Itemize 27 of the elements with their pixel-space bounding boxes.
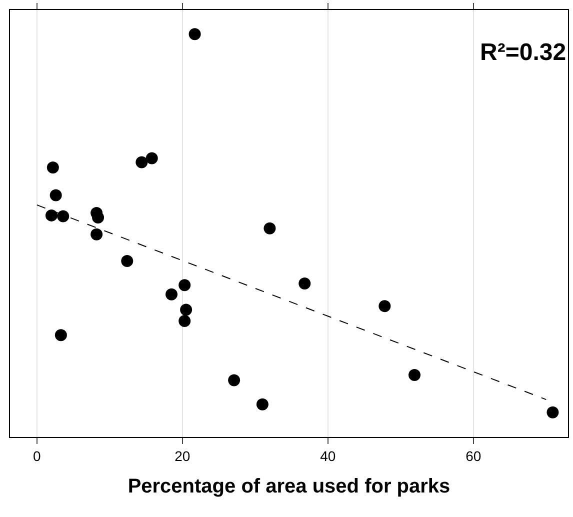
x-tick-label: 20: [174, 448, 190, 464]
point: [188, 28, 201, 40]
point: [54, 329, 67, 342]
x-tick-label: 60: [466, 448, 482, 464]
point: [378, 300, 391, 312]
point: [136, 156, 148, 168]
point: [264, 222, 276, 234]
point: [298, 278, 311, 290]
x-tick-label: 40: [320, 448, 336, 464]
point: [408, 368, 420, 381]
point: [166, 288, 178, 300]
point: [46, 162, 59, 174]
x-tick-label: 0: [33, 448, 42, 464]
point: [146, 152, 158, 164]
point: [180, 304, 192, 316]
point: [546, 406, 559, 418]
point: [228, 374, 240, 386]
x-axis-title: Percentage of area used for parks: [128, 475, 450, 498]
annotation: R²=0.32: [480, 39, 566, 66]
point: [256, 398, 268, 410]
point: [90, 228, 103, 240]
point: [121, 254, 134, 267]
point: [178, 279, 191, 292]
point: [57, 210, 70, 222]
point: [50, 189, 62, 202]
point: [45, 209, 58, 222]
point: [178, 314, 191, 327]
